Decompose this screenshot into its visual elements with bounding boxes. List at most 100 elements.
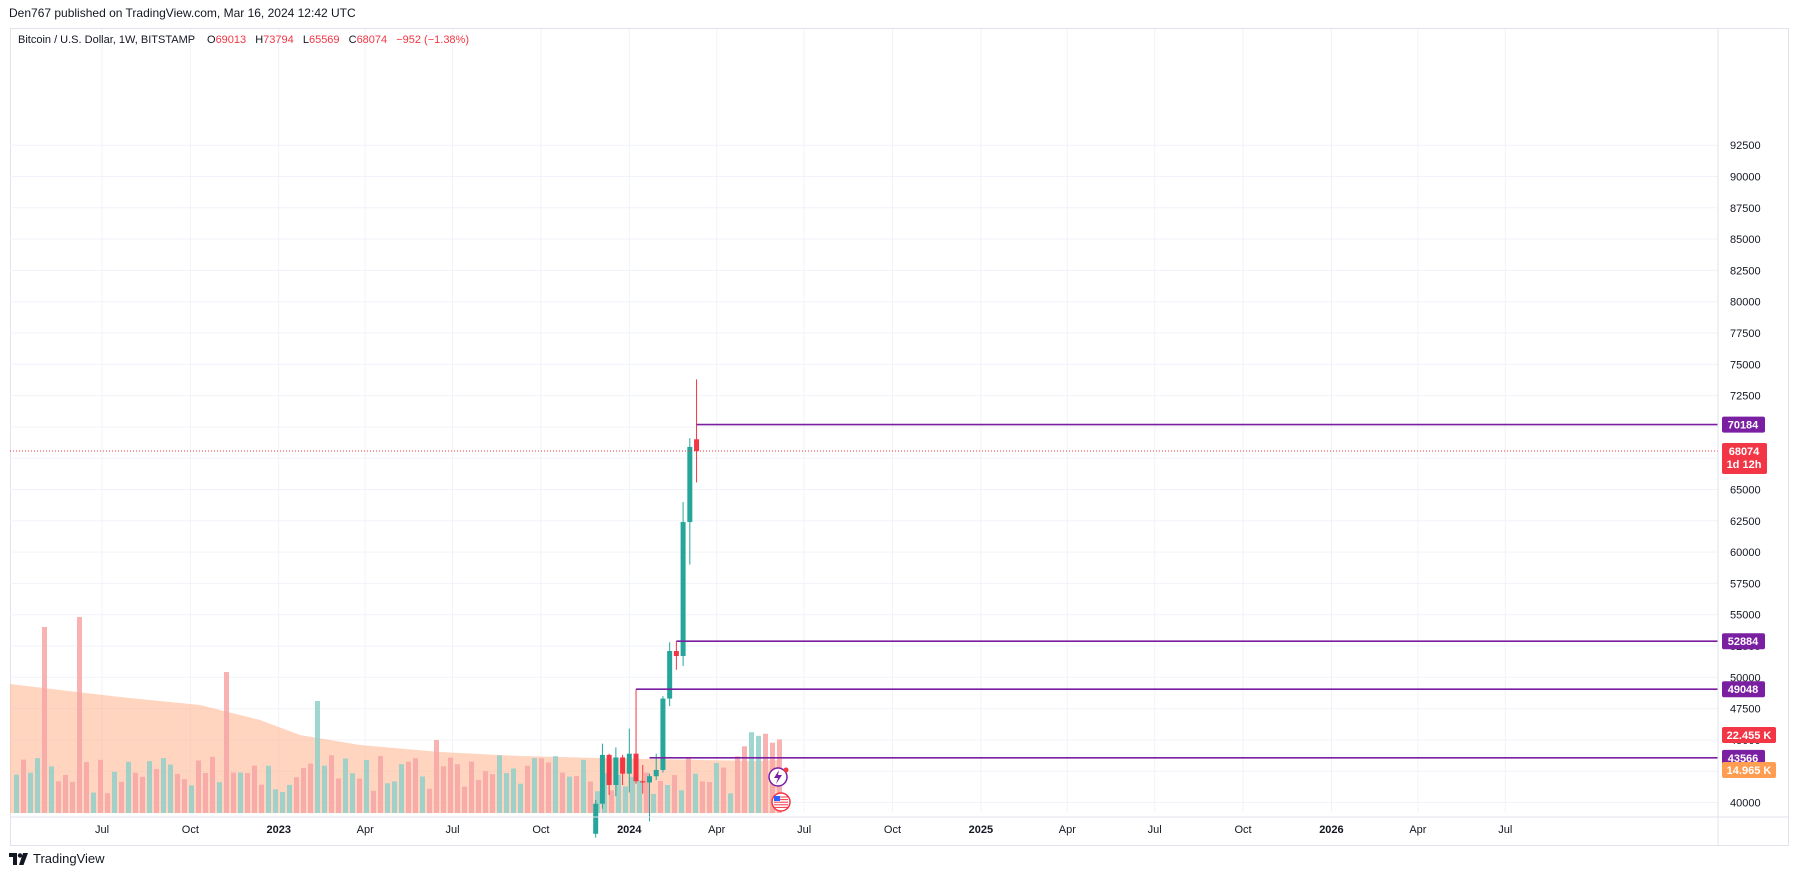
lightning-icon-dot (783, 767, 789, 773)
volume-bar (140, 776, 145, 813)
volume-bar (252, 765, 257, 813)
volume-bar (707, 782, 712, 813)
volume-bar (14, 774, 19, 813)
flag-icon-canton (774, 796, 780, 801)
volume-bar (77, 617, 82, 813)
volume-bar (763, 733, 768, 813)
volume-bar (546, 762, 551, 813)
volume-bar (196, 760, 201, 813)
volume-bar (399, 764, 404, 813)
y-tick-label: 85000 (1730, 234, 1761, 246)
volume-bar (609, 790, 614, 813)
volume-last-label: 22.455 K (1727, 730, 1772, 742)
legend-open-label: O (207, 34, 216, 46)
volume-bar (630, 776, 635, 813)
volume-bar (238, 772, 243, 813)
volume-bar (532, 758, 537, 813)
volume-bar (287, 784, 292, 813)
volume-bar (595, 791, 600, 813)
volume-bar (56, 781, 61, 813)
volume-bar (665, 785, 670, 813)
level-tag (1722, 749, 1765, 766)
volume-bar (42, 627, 47, 813)
y-tick-label: 40000 (1730, 798, 1761, 810)
volume-bar (406, 761, 411, 813)
volume-bar (336, 778, 341, 813)
candle-body (694, 439, 700, 452)
x-tick-label: Jul (797, 824, 811, 836)
volume-bar (462, 786, 467, 813)
volume-bar (567, 776, 572, 813)
volume-bar (434, 740, 439, 813)
level-tag-label: 52884 (1728, 636, 1759, 648)
volume-bar (574, 776, 579, 813)
volume-bar (63, 774, 68, 813)
last-price-label: 68074 (1729, 446, 1760, 458)
candle-body (673, 651, 679, 657)
volume-bar (637, 780, 642, 813)
volume-bar (651, 793, 656, 813)
x-tick-label: Apr (357, 824, 374, 836)
volume-bar (224, 672, 229, 813)
volume-bar (385, 783, 390, 813)
volume-bar (364, 760, 369, 813)
y-tick-label: 57500 (1730, 578, 1761, 590)
volume-layer (10, 617, 782, 813)
y-tick-label: 92500 (1730, 140, 1761, 152)
volume-bar (679, 790, 684, 813)
candle-body (599, 754, 605, 804)
level-tag (1722, 633, 1765, 650)
legend-close: 68074 (356, 34, 388, 46)
volume-bar (98, 759, 103, 813)
level-tag (1722, 681, 1765, 698)
candle-body (660, 698, 666, 770)
candle-body (613, 757, 619, 785)
volume-bar (658, 781, 663, 813)
footer-brand[interactable]: TradingView (9, 851, 105, 866)
candle-body (646, 776, 652, 783)
volume-last-tag (1722, 727, 1776, 743)
volume-bar (742, 746, 747, 813)
x-tick-label: 2023 (266, 824, 290, 836)
volume-bar (273, 789, 278, 813)
candle-body (667, 651, 673, 699)
lightning-event-icon (768, 767, 789, 787)
y-tick-label: 75000 (1730, 359, 1761, 371)
volume-bar (161, 758, 166, 813)
volume-bar (455, 764, 460, 813)
y-tick-label: 47500 (1730, 704, 1761, 716)
volume-ma-area (10, 684, 780, 813)
volume-bar (539, 758, 544, 813)
volume-bar (497, 755, 502, 813)
volume-bar (266, 765, 271, 813)
x-tick-label: Oct (884, 824, 901, 836)
volume-bar (525, 765, 530, 813)
volume-bar (315, 701, 320, 813)
volume-bar (588, 781, 593, 813)
x-tick-label: 2025 (969, 824, 993, 836)
volume-bar (350, 773, 355, 813)
volume-bar (686, 757, 691, 813)
volume-bar (413, 758, 418, 813)
candle-body (593, 803, 599, 834)
legend-symbol[interactable]: Bitcoin / U.S. Dollar, 1W, BITSTAMP (18, 34, 195, 46)
level-tag-label: 49048 (1728, 684, 1759, 696)
volume-bar (490, 774, 495, 813)
y-tick-label: 82500 (1730, 265, 1761, 277)
volume-bar (182, 779, 187, 813)
y-tick-label: 60000 (1730, 547, 1761, 559)
footer-brand-label: TradingView (33, 851, 105, 866)
legend-open: 69013 (215, 34, 247, 46)
volume-bar (112, 771, 117, 813)
candle-body (653, 769, 659, 777)
countdown-label: 1d 12h (1727, 459, 1762, 471)
volume-bar (84, 762, 89, 813)
volume-bar (189, 785, 194, 813)
x-tick-label: Jul (1148, 824, 1162, 836)
volume-bar (119, 781, 124, 813)
volume-bar (154, 769, 159, 813)
volume-bar (203, 773, 208, 813)
volume-bar (308, 763, 313, 813)
